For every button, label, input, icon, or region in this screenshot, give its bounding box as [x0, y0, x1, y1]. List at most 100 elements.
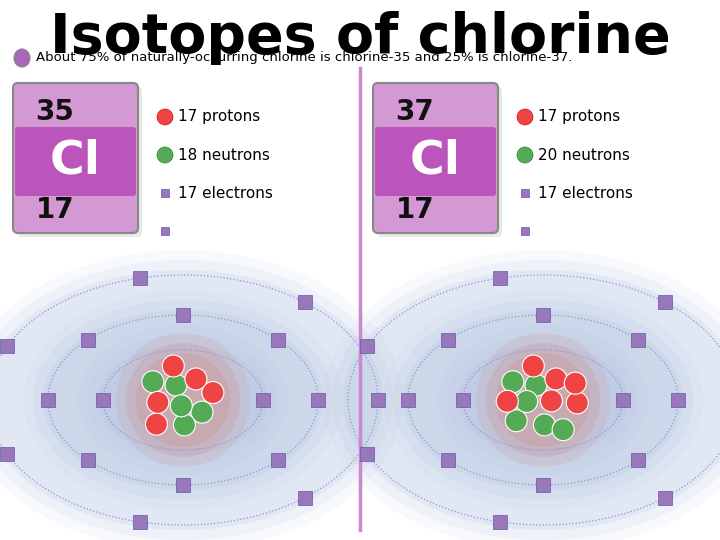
Bar: [521, 189, 529, 197]
Bar: [176, 478, 190, 492]
Ellipse shape: [323, 250, 720, 540]
Ellipse shape: [496, 353, 590, 447]
Ellipse shape: [0, 250, 403, 540]
Circle shape: [496, 390, 518, 412]
Text: 17 electrons: 17 electrons: [178, 186, 273, 200]
Bar: [657, 295, 672, 309]
Bar: [161, 189, 169, 197]
Circle shape: [517, 147, 533, 163]
FancyBboxPatch shape: [377, 87, 502, 237]
FancyBboxPatch shape: [17, 87, 142, 237]
Text: 17: 17: [35, 196, 74, 224]
Text: 18 neutrons: 18 neutrons: [178, 147, 270, 163]
Circle shape: [162, 355, 184, 377]
Bar: [536, 478, 550, 492]
Ellipse shape: [116, 333, 250, 467]
Text: 17 protons: 17 protons: [538, 110, 620, 125]
Ellipse shape: [458, 345, 628, 455]
Ellipse shape: [343, 270, 720, 530]
Circle shape: [516, 390, 538, 413]
Circle shape: [534, 414, 555, 436]
Ellipse shape: [78, 325, 288, 475]
Ellipse shape: [33, 300, 333, 500]
Bar: [271, 333, 285, 347]
Bar: [132, 271, 147, 285]
Text: 37: 37: [395, 98, 434, 126]
Circle shape: [502, 371, 524, 393]
Bar: [371, 393, 385, 407]
Bar: [521, 227, 529, 235]
Text: 17 protons: 17 protons: [178, 110, 260, 125]
Ellipse shape: [438, 325, 648, 475]
Ellipse shape: [333, 260, 720, 540]
Bar: [492, 271, 507, 285]
Circle shape: [174, 414, 195, 436]
Circle shape: [147, 392, 169, 414]
Circle shape: [142, 371, 164, 393]
Ellipse shape: [448, 335, 638, 465]
Bar: [297, 295, 312, 309]
Bar: [176, 308, 190, 322]
Ellipse shape: [476, 333, 610, 467]
Circle shape: [170, 395, 192, 417]
Circle shape: [545, 368, 567, 390]
FancyBboxPatch shape: [373, 83, 498, 233]
Circle shape: [505, 410, 527, 431]
Ellipse shape: [0, 270, 383, 530]
Circle shape: [517, 109, 533, 125]
Bar: [41, 393, 55, 407]
FancyBboxPatch shape: [375, 127, 496, 196]
Text: 17: 17: [395, 196, 434, 224]
Text: Cl: Cl: [50, 138, 101, 183]
Ellipse shape: [126, 343, 240, 457]
Circle shape: [525, 374, 547, 396]
Bar: [81, 453, 94, 467]
Text: Cl: Cl: [410, 138, 461, 183]
Circle shape: [564, 372, 586, 394]
Text: About 75% of naturally-occurring chlorine is chlorine-35 and 25% is chlorine-37.: About 75% of naturally-occurring chlorin…: [36, 51, 572, 64]
Circle shape: [541, 390, 562, 412]
Circle shape: [552, 418, 574, 441]
Bar: [631, 453, 645, 467]
Ellipse shape: [14, 49, 30, 67]
Ellipse shape: [88, 335, 278, 465]
Circle shape: [165, 374, 187, 396]
Circle shape: [522, 355, 544, 377]
Circle shape: [191, 401, 213, 423]
Bar: [0, 339, 14, 353]
Bar: [96, 393, 110, 407]
Circle shape: [157, 147, 173, 163]
Bar: [536, 308, 550, 322]
Bar: [271, 453, 285, 467]
Ellipse shape: [43, 310, 323, 490]
Bar: [657, 491, 672, 505]
Ellipse shape: [486, 343, 600, 457]
Bar: [671, 393, 685, 407]
Circle shape: [157, 109, 173, 125]
Bar: [132, 515, 147, 529]
Circle shape: [202, 382, 224, 403]
FancyBboxPatch shape: [15, 127, 136, 196]
Bar: [441, 453, 454, 467]
Bar: [161, 227, 169, 235]
Ellipse shape: [0, 260, 393, 540]
Ellipse shape: [136, 353, 230, 447]
Ellipse shape: [403, 310, 683, 490]
Bar: [631, 333, 645, 347]
Bar: [456, 393, 470, 407]
Bar: [360, 447, 374, 461]
Bar: [616, 393, 630, 407]
Bar: [401, 393, 415, 407]
Text: 35: 35: [35, 98, 74, 126]
Text: 20 neutrons: 20 neutrons: [538, 147, 630, 163]
Ellipse shape: [383, 290, 703, 510]
Ellipse shape: [98, 345, 268, 455]
Ellipse shape: [23, 290, 343, 510]
Circle shape: [566, 392, 588, 414]
Bar: [0, 447, 14, 461]
Bar: [81, 333, 94, 347]
Bar: [256, 393, 270, 407]
FancyBboxPatch shape: [13, 83, 138, 233]
Text: Isotopes of chlorine: Isotopes of chlorine: [50, 11, 670, 65]
Circle shape: [145, 413, 168, 435]
